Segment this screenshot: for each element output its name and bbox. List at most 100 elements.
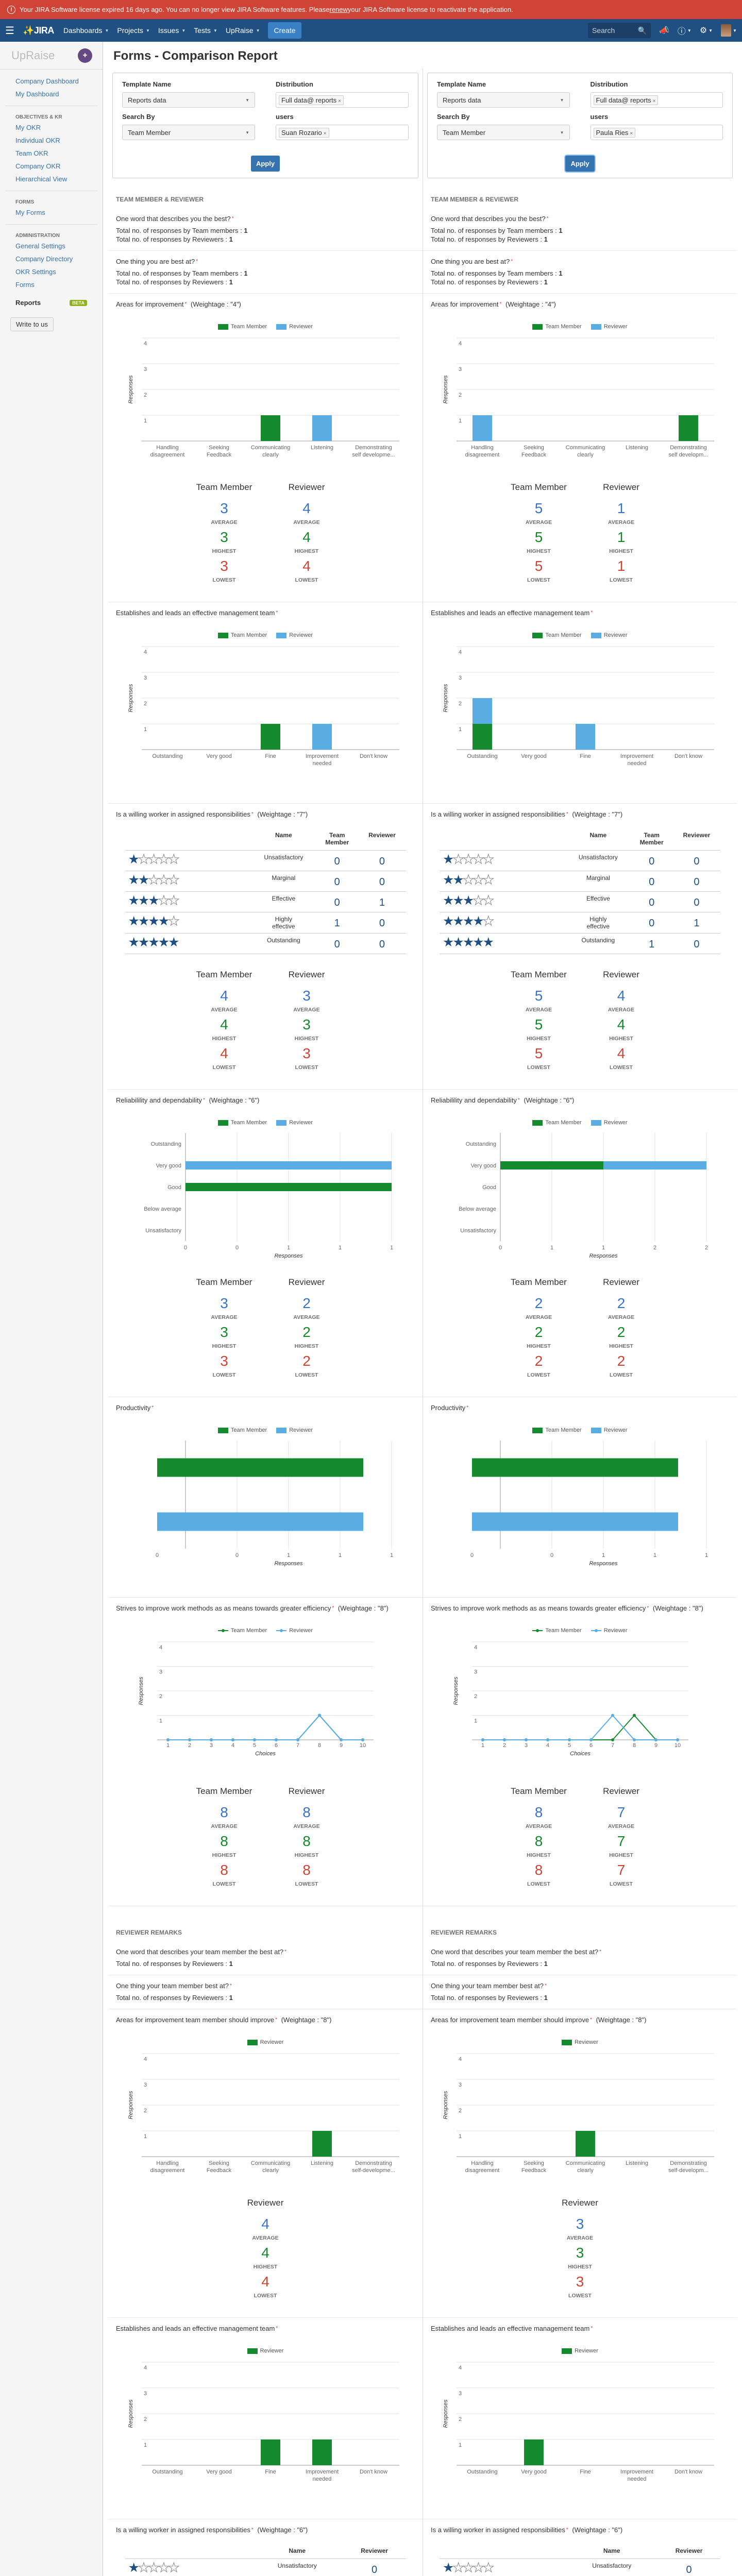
team-member-count: 0 xyxy=(630,850,673,871)
nav-dashboards[interactable]: Dashboards ▼ xyxy=(63,26,109,35)
highest-label: HIGHEST xyxy=(568,2264,592,2270)
jira-logo[interactable]: ✨JIRA xyxy=(23,25,54,36)
sidebar-item-okr-settings[interactable]: OKR Settings xyxy=(15,268,56,276)
help-icon[interactable]: ⓘ ▼ xyxy=(677,27,692,36)
question-title: Is a willing worker in assigned responsi… xyxy=(431,2526,623,2534)
legend-item: Reviewer xyxy=(591,324,628,330)
stats-heading: Reviewer xyxy=(603,970,639,979)
svg-text:4: 4 xyxy=(144,649,147,655)
search-input[interactable]: Search 🔍 xyxy=(587,23,651,38)
question-title: One word that describes you the best? * xyxy=(116,215,234,223)
distribution-input[interactable]: Full data@ reports × xyxy=(276,92,409,108)
reviewer-response-count: Total no. of responses by Reviewers : 1 xyxy=(116,1960,233,1968)
sidebar-item-individual-okr[interactable]: Individual OKR xyxy=(15,137,60,144)
nav-projects[interactable]: Projects ▼ xyxy=(117,26,150,35)
nav-issues[interactable]: Issues ▼ xyxy=(158,26,186,35)
distribution-tag: Full data@ reports × xyxy=(593,95,659,105)
svg-text:Very good: Very good xyxy=(206,753,232,759)
distribution-input[interactable]: Full data@ reports × xyxy=(590,92,723,108)
sidebar-item-my-dashboard[interactable]: My Dashboard xyxy=(15,90,59,98)
sidebar-item-team-okr[interactable]: Team OKR xyxy=(15,149,48,157)
sidebar-item-my-forms[interactable]: My Forms xyxy=(15,209,45,216)
question-title: Is a willing worker in assigned responsi… xyxy=(431,810,623,818)
required-asterisk: * xyxy=(591,2326,593,2331)
score-summary: Team Member 8 AVERAGE 8 HIGHEST 8 LOWEST Re… xyxy=(431,1776,729,1899)
lowest-label: LOWEST xyxy=(610,577,633,583)
sidebar-item-company-directory[interactable]: Company Directory xyxy=(15,255,73,263)
reviewer-response-count: Total no. of responses by Reviewers : 1 xyxy=(431,278,548,286)
required-asterisk: * xyxy=(276,2326,278,2331)
highest-label: HIGHEST xyxy=(609,548,633,554)
svg-text:1: 1 xyxy=(550,1245,553,1251)
svg-text:0: 0 xyxy=(550,1552,553,1558)
users-input[interactable]: Suan Rozario × xyxy=(276,125,409,140)
highest-value: 1 xyxy=(617,529,626,545)
lowest-value: 5 xyxy=(534,558,543,574)
user-menu[interactable]: ▼ xyxy=(721,24,737,37)
rating-table: Name Team Member Reviewer ★★★★★ Unsatisfactor… xyxy=(440,829,720,954)
nav-tests[interactable]: Tests ▼ xyxy=(194,26,217,35)
svg-text:1: 1 xyxy=(601,1552,604,1558)
legend-item: Team Member xyxy=(532,632,582,638)
average-label: AVERAGE xyxy=(211,1007,238,1013)
chart-legend: Team Member Reviewer xyxy=(431,632,729,638)
legend-item: Reviewer xyxy=(247,2039,283,2045)
template-name-select[interactable]: Reports data ▼ xyxy=(122,92,255,108)
remove-tag-icon[interactable]: × xyxy=(630,130,633,137)
svg-text:Very good: Very good xyxy=(521,2469,547,2475)
nav-upraise[interactable]: UpRaise ▼ xyxy=(225,26,260,35)
create-button[interactable]: Create xyxy=(268,22,301,39)
sidebar-item-my-okr[interactable]: My OKR xyxy=(15,124,41,131)
svg-text:4: 4 xyxy=(144,2056,147,2062)
star-rating-icon: ★★★★★ xyxy=(125,891,251,912)
svg-text:Responses: Responses xyxy=(589,1253,618,1259)
team-member-response-count: Total no. of responses by Team members :… xyxy=(116,227,248,234)
svg-text:1: 1 xyxy=(459,418,462,424)
filter-panel: Template Name Reports data ▼ Distribution… xyxy=(427,73,733,178)
stats-reviewer: Reviewer 4 AVERAGE 4 HIGHEST 4 LOWEST xyxy=(593,970,650,1075)
sidebar-item-hierarchical-view[interactable]: Hierarchical View xyxy=(15,175,68,183)
search-by-select[interactable]: Team Member ▼ xyxy=(122,125,255,140)
question-willing-worker: Is a willing worker in assigned responsi… xyxy=(423,804,737,1090)
svg-text:needed: needed xyxy=(313,760,332,767)
legend-item: Reviewer xyxy=(276,1120,313,1126)
team-member-response-count: Total no. of responses by Team members :… xyxy=(431,269,563,277)
remove-tag-icon[interactable]: × xyxy=(338,98,341,104)
rating-name: Unsatisfactory xyxy=(566,2558,658,2576)
menu-icon[interactable]: ☰ xyxy=(5,25,14,37)
remove-tag-icon[interactable]: × xyxy=(652,98,656,104)
table-row: ★★★★★ Effective 0 0 xyxy=(440,891,720,912)
apply-button[interactable]: Apply xyxy=(565,156,595,172)
rating-table: NameReviewer★★★★★Unsatisfactory0★★★★★Mar… xyxy=(440,2545,720,2576)
svg-text:2: 2 xyxy=(144,2108,147,2114)
sidebar-item-reports[interactable]: Reports BETA xyxy=(10,296,92,309)
sidebar-item-general-settings[interactable]: General Settings xyxy=(15,242,65,250)
text-question: One thing you are best at? * Total no. of… xyxy=(108,251,423,294)
svg-text:Communicating: Communicating xyxy=(565,2160,604,2166)
gear-icon[interactable]: ⚙ ▼ xyxy=(699,26,713,35)
svg-text:Don't know: Don't know xyxy=(674,753,702,759)
stats-reviewer: Reviewer 4 AVERAGE 4 HIGHEST 4 LOWEST xyxy=(278,482,335,587)
notifications-megaphone-icon[interactable]: 📣 xyxy=(659,26,669,35)
template-name-select[interactable]: Reports data ▼ xyxy=(437,92,570,108)
users-input[interactable]: Paula Ries × xyxy=(590,125,723,140)
apply-button[interactable]: Apply xyxy=(250,156,280,172)
chevron-down-icon: ▼ xyxy=(560,130,564,135)
comparison-column-2: Template Name Reports data ▼ Distribution… xyxy=(423,69,737,2576)
sidebar-item-forms[interactable]: Forms xyxy=(15,281,35,289)
stats-heading: Reviewer xyxy=(603,482,639,492)
stats-heading: Reviewer xyxy=(288,482,325,492)
score-summary: Team Member 4 AVERAGE 4 HIGHEST 4 LOWEST Re… xyxy=(116,959,415,1082)
plus-icon[interactable]: + xyxy=(78,48,92,63)
svg-text:1: 1 xyxy=(159,1718,162,1724)
sidebar-item-company-dashboard[interactable]: Company Dashboard xyxy=(15,77,79,85)
search-by-select[interactable]: Team Member ▼ xyxy=(437,125,570,140)
highest-label: HIGHEST xyxy=(609,1036,633,1042)
renew-link[interactable]: renew xyxy=(329,6,348,13)
average-label: AVERAGE xyxy=(566,2235,594,2241)
remove-tag-icon[interactable]: × xyxy=(323,130,327,137)
svg-text:2: 2 xyxy=(144,392,147,398)
question-title: Areas for improvement * (Weightage : "4") xyxy=(431,300,556,308)
sidebar-item-company-okr[interactable]: Company OKR xyxy=(15,162,61,170)
write-to-us-button[interactable]: Write to us xyxy=(10,317,54,331)
